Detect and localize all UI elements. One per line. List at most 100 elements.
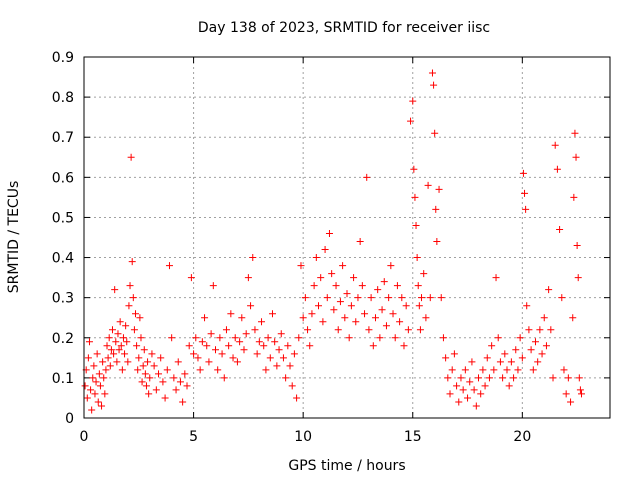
data-point	[107, 346, 115, 354]
data-point	[157, 354, 165, 362]
data-point	[505, 382, 513, 390]
data-point	[420, 270, 428, 278]
data-point	[415, 302, 423, 310]
data-point	[106, 362, 114, 370]
data-point	[125, 302, 133, 310]
data-point	[229, 354, 237, 362]
data-point	[457, 374, 465, 382]
data-point	[253, 350, 261, 358]
x-tick-label: 5	[189, 429, 198, 445]
data-point	[551, 141, 559, 149]
data-point	[145, 390, 153, 398]
data-point	[573, 242, 581, 250]
data-point	[90, 362, 98, 370]
data-point	[564, 374, 572, 382]
data-point	[439, 334, 447, 342]
data-point	[437, 294, 445, 302]
data-point	[319, 318, 327, 326]
data-point	[402, 302, 410, 310]
data-point	[116, 318, 124, 326]
data-point	[84, 354, 92, 362]
data-point	[516, 334, 524, 342]
data-point	[416, 326, 424, 334]
data-point	[356, 238, 364, 246]
data-point	[325, 229, 333, 237]
data-point	[424, 181, 432, 189]
x-tick-label: 20	[513, 429, 531, 445]
data-point	[282, 374, 290, 382]
data-point	[108, 326, 116, 334]
data-point	[414, 282, 422, 290]
data-point	[575, 374, 583, 382]
data-point	[529, 366, 537, 374]
data-point	[99, 358, 107, 366]
y-tick-label: 0.2	[52, 331, 74, 347]
data-point	[83, 394, 91, 402]
y-tick-label: 0.7	[52, 130, 74, 146]
data-point	[553, 165, 561, 173]
data-point	[358, 282, 366, 290]
data-point	[328, 270, 336, 278]
data-point	[119, 334, 127, 342]
data-point	[571, 129, 579, 137]
data-point	[321, 246, 329, 254]
data-point	[117, 342, 125, 350]
data-point	[367, 294, 375, 302]
data-point	[334, 326, 342, 334]
data-point	[133, 342, 141, 350]
data-point	[363, 173, 371, 181]
data-point	[137, 334, 145, 342]
data-point	[118, 366, 126, 374]
data-point	[574, 274, 582, 282]
data-point	[461, 366, 469, 374]
y-tick-label: 0.4	[52, 251, 74, 267]
data-point	[111, 286, 119, 294]
data-point	[122, 322, 130, 330]
data-point	[400, 342, 408, 350]
data-point	[115, 346, 123, 354]
data-point	[448, 366, 456, 374]
data-point	[365, 326, 373, 334]
data-point	[295, 334, 303, 342]
data-point	[514, 366, 522, 374]
data-point	[275, 346, 283, 354]
data-point	[547, 326, 555, 334]
data-point	[123, 338, 131, 346]
data-point	[135, 354, 143, 362]
data-point	[470, 386, 478, 394]
y-tick-label: 0.8	[52, 90, 74, 106]
data-point	[545, 286, 553, 294]
data-point	[247, 302, 255, 310]
data-point	[114, 330, 122, 338]
data-point	[507, 358, 515, 366]
data-point	[165, 262, 173, 270]
data-point	[183, 382, 191, 390]
data-point	[187, 274, 195, 282]
data-point	[562, 390, 570, 398]
data-point	[205, 358, 213, 366]
tick-layer: 0 0.1 0.2 0.3 0.4 0.5 0.6 0.7 0.8 0.9 0 5 10 15 20	[52, 50, 610, 445]
data-point	[159, 378, 167, 386]
data-point	[181, 370, 189, 378]
data-point	[251, 326, 259, 334]
data-point	[233, 358, 241, 366]
data-point	[255, 338, 263, 346]
data-point	[409, 97, 417, 105]
data-point	[203, 342, 211, 350]
data-point	[161, 394, 169, 402]
data-point	[130, 326, 138, 334]
data-point	[141, 370, 149, 378]
data-point	[100, 374, 108, 382]
data-point	[198, 338, 206, 346]
data-point	[104, 354, 112, 362]
data-point	[87, 386, 95, 394]
data-point	[332, 282, 340, 290]
y-tick-label: 0.5	[52, 210, 74, 226]
data-point	[315, 302, 323, 310]
data-point	[475, 374, 482, 382]
data-point	[225, 342, 233, 350]
data-point	[185, 342, 193, 350]
data-point	[264, 334, 272, 342]
data-point	[176, 378, 184, 386]
